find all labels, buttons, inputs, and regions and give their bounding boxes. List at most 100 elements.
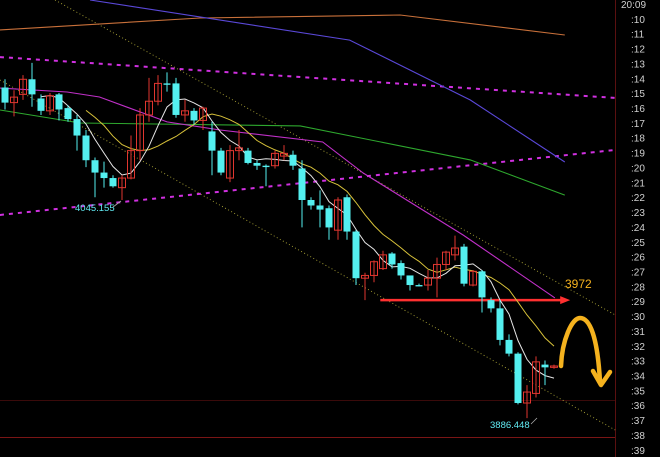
candle xyxy=(262,164,270,187)
candle-body xyxy=(469,270,477,286)
candle-body xyxy=(406,275,414,286)
y-axis-tick-label: :11 xyxy=(631,30,645,41)
candle-body xyxy=(325,208,333,228)
candle-body xyxy=(253,162,261,166)
candle xyxy=(127,135,135,180)
y-axis-tick-label: :12 xyxy=(631,45,645,56)
candle xyxy=(73,114,81,151)
candle xyxy=(46,93,54,115)
candle xyxy=(10,90,18,117)
candle xyxy=(118,175,126,200)
candle-body xyxy=(136,114,144,152)
candle-body xyxy=(397,263,405,276)
y-axis-tick-label: :24 xyxy=(631,223,645,234)
candle-body xyxy=(172,83,180,115)
y-axis-tick-label: :19 xyxy=(631,149,645,160)
low-label-pointer xyxy=(112,200,122,208)
candle-body xyxy=(505,339,513,354)
candle xyxy=(145,77,153,122)
candle xyxy=(460,243,468,287)
candle-body xyxy=(217,150,225,173)
candle-body xyxy=(307,200,315,206)
candle-body xyxy=(289,154,297,166)
y-axis-tick-label: :17 xyxy=(631,119,645,130)
candle xyxy=(136,108,144,161)
candle-body xyxy=(199,107,207,121)
candle-body xyxy=(19,78,27,95)
candle-body xyxy=(388,253,396,265)
y-axis-tick-label: :15 xyxy=(631,89,645,100)
hand-drawn-bounce-arrow xyxy=(558,315,603,385)
y-axis-tick-label: :25 xyxy=(631,238,645,249)
y-axis-tick-label: :34 xyxy=(631,372,645,383)
candle xyxy=(424,269,432,291)
candle xyxy=(109,175,117,188)
candle xyxy=(181,99,189,122)
candle xyxy=(91,157,99,198)
candle xyxy=(550,364,558,369)
y-axis-tick-label: :21 xyxy=(631,178,645,189)
candle xyxy=(478,269,486,313)
candle-body xyxy=(316,205,324,210)
candle xyxy=(190,108,198,125)
candle-body xyxy=(109,178,117,187)
candle-body xyxy=(46,95,54,112)
candle xyxy=(451,235,459,261)
y-axis-tick-label: :36 xyxy=(631,401,645,412)
candle xyxy=(244,147,252,165)
ma-line-magenta xyxy=(0,87,556,299)
candle-body xyxy=(280,152,288,157)
y-axis-tick-label: :16 xyxy=(631,104,645,115)
candle-body xyxy=(532,361,540,394)
candle xyxy=(469,269,477,287)
candle xyxy=(235,130,243,161)
candle-body xyxy=(541,364,549,368)
candle-body xyxy=(208,131,216,151)
dashed-lower-trend-line xyxy=(0,148,616,216)
chart-frame xyxy=(0,0,616,457)
y-axis-tick-label: :30 xyxy=(631,312,645,323)
candle xyxy=(496,300,504,346)
y-axis-tick-label: :31 xyxy=(631,327,645,338)
y-axis-tick-label: :35 xyxy=(631,386,645,397)
candle-body xyxy=(361,274,369,279)
low-label-4045: 4045.155 xyxy=(75,203,115,214)
candle xyxy=(64,105,72,122)
y-axis-tick-label: :27 xyxy=(631,267,645,278)
candle-body xyxy=(523,391,531,404)
hand-drawn-arrowhead xyxy=(590,368,613,388)
candle xyxy=(271,150,279,169)
candle-body xyxy=(271,152,279,167)
candle-body xyxy=(550,365,558,368)
ma10-line xyxy=(85,110,555,347)
y-axis-tick-label: :28 xyxy=(631,282,645,293)
candle-body xyxy=(415,285,423,287)
candle xyxy=(316,190,324,228)
candle xyxy=(415,283,423,287)
candle-body xyxy=(370,261,378,276)
candle-body xyxy=(145,100,153,116)
candle xyxy=(154,75,162,106)
low-label-pointer xyxy=(530,417,538,425)
y-axis-tick-label: :26 xyxy=(631,253,645,264)
candle xyxy=(1,79,9,110)
candle-body xyxy=(298,168,306,200)
candle-body xyxy=(118,177,126,189)
candle-body xyxy=(235,147,243,152)
candle xyxy=(82,130,90,168)
candle xyxy=(514,352,522,405)
candle xyxy=(37,94,45,115)
y-axis-tick-label: :38 xyxy=(631,431,645,442)
candle xyxy=(523,385,531,419)
candle-body xyxy=(460,246,468,284)
candle xyxy=(379,250,387,270)
candle xyxy=(334,197,342,240)
candle xyxy=(541,360,549,386)
y-axis-tick-label: :18 xyxy=(631,134,645,145)
candle-body xyxy=(343,197,351,232)
candle-body xyxy=(496,308,504,340)
y-axis-tick-label: :14 xyxy=(631,74,645,85)
candle-body xyxy=(451,247,459,256)
candle-body xyxy=(127,150,135,179)
